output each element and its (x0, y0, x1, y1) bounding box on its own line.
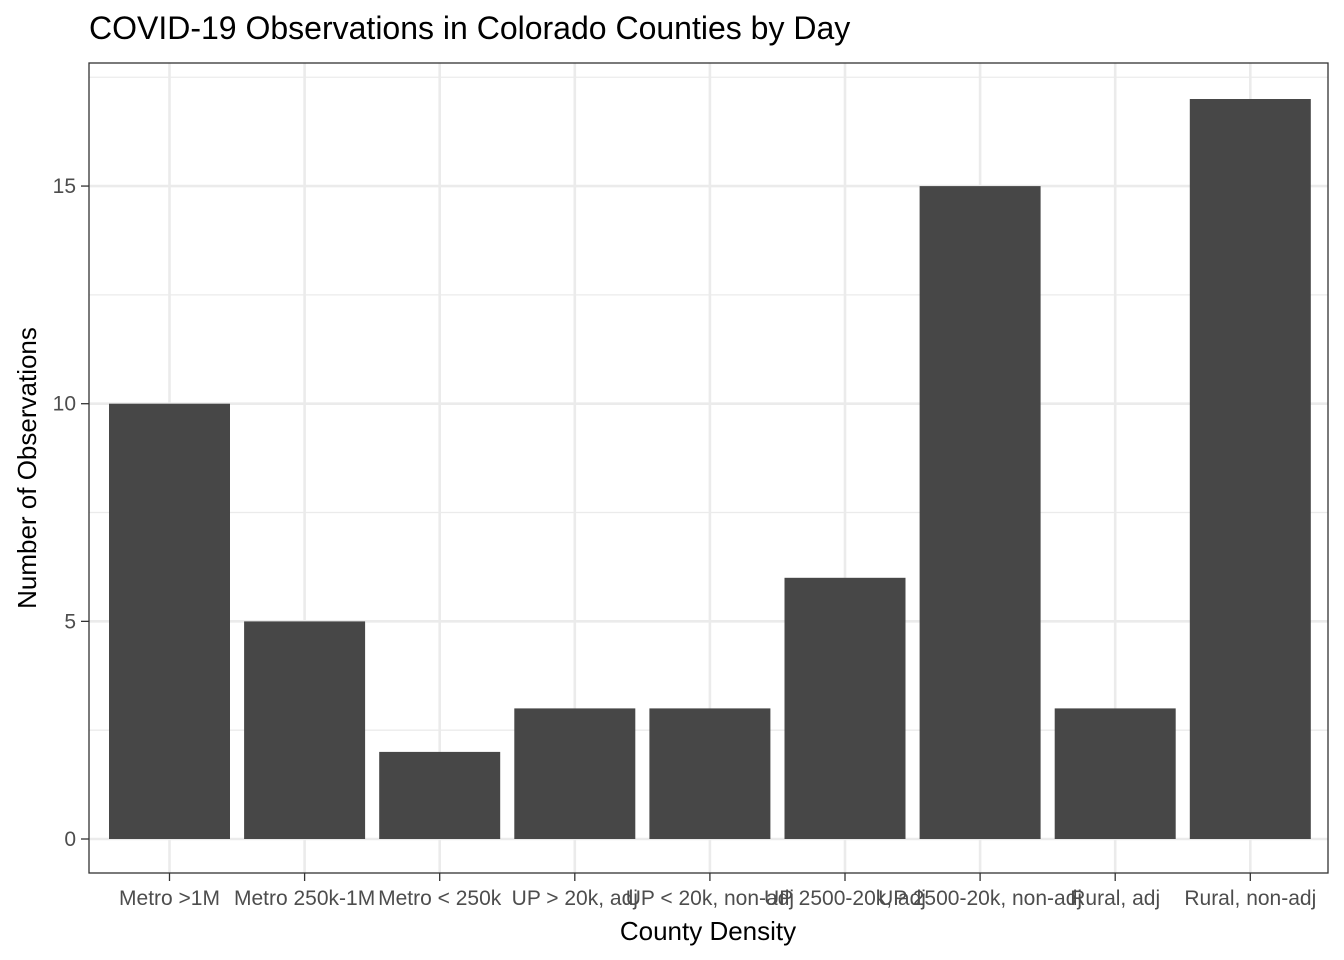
bar (109, 403, 230, 839)
bar (1189, 99, 1311, 839)
panel-border (88, 62, 1329, 874)
bar (379, 751, 501, 839)
x-tick-label: UP < 20k, non-adj (626, 887, 794, 910)
bar (514, 708, 636, 839)
bar (244, 621, 366, 839)
y-axis: 0 5 10 15 (53, 175, 89, 851)
bar (649, 708, 771, 839)
y-axis-title: Number of Observations (12, 327, 42, 609)
bar (919, 186, 1041, 840)
x-tick-label: UP > 20k, adj (512, 887, 638, 910)
x-tick-label: Metro < 250k (378, 887, 502, 910)
bar (1054, 708, 1176, 839)
y-tick-label: 10 (53, 393, 76, 416)
x-tick-label: UP 2500-20k, non-adj (878, 887, 1082, 910)
bar (784, 577, 906, 839)
x-tick-label: UP 2500-20k, adj (764, 887, 926, 910)
bars (109, 99, 1311, 840)
x-tick-label: Rural, adj (1070, 887, 1160, 910)
x-axis: Metro >1M Metro 250k-1M Metro < 250k UP > 2… (119, 873, 1316, 910)
y-tick-label: 0 (64, 828, 76, 851)
x-tick-label: Metro 250k-1M (234, 887, 375, 910)
x-tick-label: Metro >1M (119, 887, 220, 910)
y-tick-label: 15 (53, 175, 76, 198)
x-tick-label: Rural, non-adj (1184, 887, 1316, 910)
x-axis-title: County Density (620, 916, 796, 946)
y-tick-label: 5 (64, 610, 76, 633)
chart-title: COVID-19 Observations in Colorado Counti… (89, 10, 850, 46)
